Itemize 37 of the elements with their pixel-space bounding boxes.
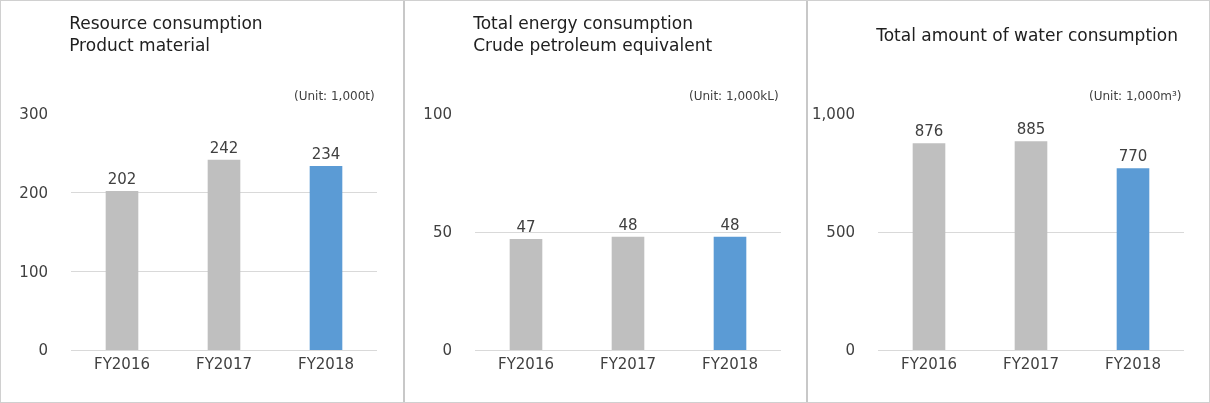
y-tick-label: 500	[826, 223, 855, 242]
x-tick-label: FY2016	[498, 355, 554, 373]
x-tick-label: FY2016	[901, 355, 957, 373]
x-tick-label: FY2018	[1105, 355, 1161, 373]
chart-title: Total energy consumption Crude petroleum equivalent	[472, 13, 713, 56]
bar	[912, 143, 946, 350]
data-label: 234	[311, 144, 341, 163]
x-tick-label: FY2017	[1003, 355, 1059, 373]
x-tick-label: FY2017	[196, 355, 252, 373]
y-tick-label: 100	[423, 105, 452, 124]
y-tick-label: 50	[432, 223, 452, 242]
x-tick-label: FY2017	[600, 355, 656, 373]
bar	[1116, 168, 1150, 350]
text: (Unit: 1,000m³)	[1089, 89, 1182, 103]
y-tick-label: 0	[845, 341, 855, 360]
y-tick-label: 300	[19, 105, 48, 124]
y-tick-label: 100	[19, 262, 48, 281]
chart-title: Total amount of water consumption	[875, 24, 1178, 45]
data-label: 242	[209, 138, 239, 157]
bar	[1014, 141, 1048, 350]
data-label: 202	[107, 170, 137, 189]
x-tick-label: FY2016	[94, 355, 150, 373]
data-label: 885	[1016, 120, 1046, 139]
data-label: 48	[720, 215, 740, 234]
y-tick-label: 0	[38, 341, 48, 360]
data-label: 770	[1118, 147, 1148, 166]
text: (Unit: 1,000t)	[294, 89, 375, 103]
data-label: 48	[618, 215, 638, 234]
y-tick-label: 200	[19, 183, 48, 202]
chart-title: Resource consumption Product material	[69, 13, 263, 56]
text: (Unit: 1,000kL)	[689, 89, 779, 103]
y-tick-label: 0	[442, 341, 452, 360]
data-label: 876	[914, 122, 944, 141]
x-tick-label: FY2018	[702, 355, 758, 373]
x-tick-label: FY2018	[298, 355, 354, 373]
data-label: 47	[516, 218, 536, 237]
y-tick-label: 1,000	[812, 105, 855, 124]
